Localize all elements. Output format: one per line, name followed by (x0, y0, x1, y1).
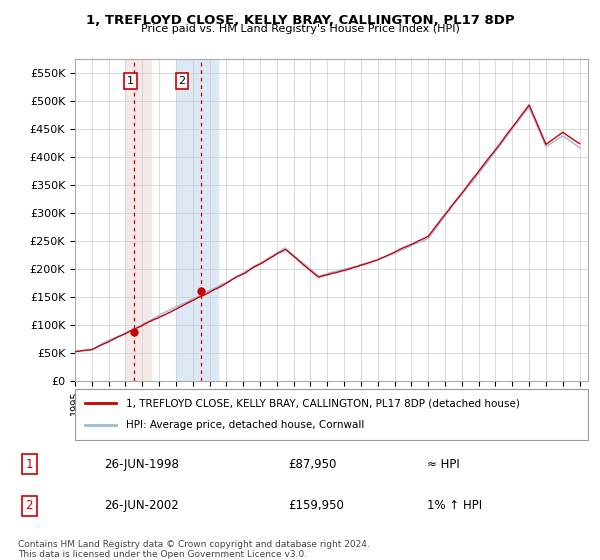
Text: 1, TREFLOYD CLOSE, KELLY BRAY, CALLINGTON, PL17 8DP: 1, TREFLOYD CLOSE, KELLY BRAY, CALLINGTO… (86, 14, 514, 27)
Text: HPI: Average price, detached house, Cornwall: HPI: Average price, detached house, Corn… (127, 421, 365, 431)
Text: 1: 1 (127, 76, 134, 86)
Text: Contains HM Land Registry data © Crown copyright and database right 2024.
This d: Contains HM Land Registry data © Crown c… (18, 540, 370, 559)
Text: £159,950: £159,950 (289, 500, 344, 512)
Text: 1% ↑ HPI: 1% ↑ HPI (427, 500, 482, 512)
Text: £87,950: £87,950 (289, 458, 337, 471)
Text: ≈ HPI: ≈ HPI (427, 458, 460, 471)
FancyBboxPatch shape (75, 389, 588, 440)
Text: 2: 2 (26, 500, 33, 512)
Text: 2: 2 (178, 76, 185, 86)
Text: 1: 1 (26, 458, 33, 471)
Text: 26-JUN-1998: 26-JUN-1998 (104, 458, 179, 471)
Text: 26-JUN-2002: 26-JUN-2002 (104, 500, 179, 512)
Bar (176, 59, 218, 381)
Text: Price paid vs. HM Land Registry's House Price Index (HPI): Price paid vs. HM Land Registry's House … (140, 24, 460, 34)
Text: 1, TREFLOYD CLOSE, KELLY BRAY, CALLINGTON, PL17 8DP (detached house): 1, TREFLOYD CLOSE, KELLY BRAY, CALLINGTO… (127, 398, 520, 408)
Bar (125, 59, 151, 381)
